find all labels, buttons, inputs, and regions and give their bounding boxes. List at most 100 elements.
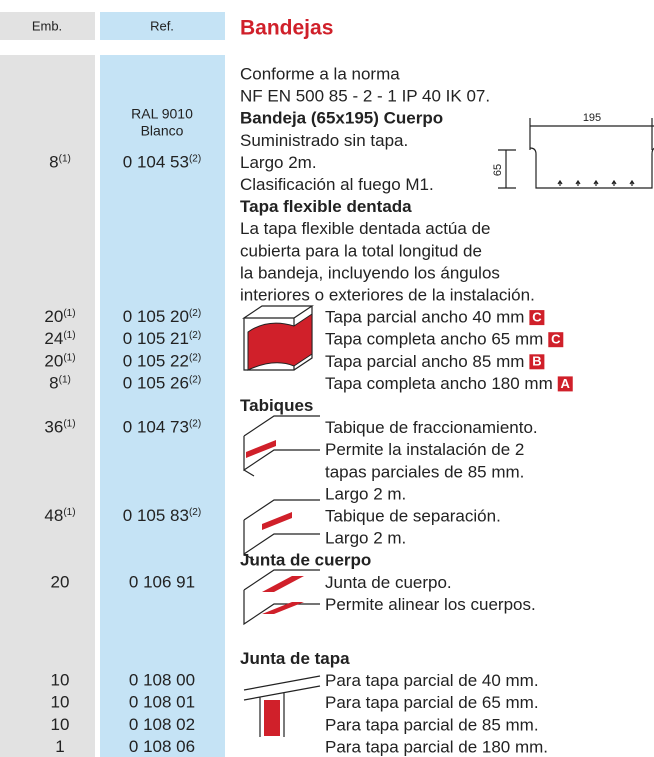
ref-column <box>100 55 225 757</box>
emb: 8(1) <box>49 374 71 393</box>
emb: 20 <box>51 573 70 592</box>
ref: 0 108 06 <box>129 737 195 756</box>
ref-note: (2) <box>189 418 201 429</box>
section-line: Tabique de separación. <box>325 506 501 525</box>
ref-value: 0 108 01 <box>129 693 195 712</box>
ref-value: 0 104 53 <box>123 153 189 172</box>
tabique-diagram-2 <box>243 499 320 561</box>
section-line: Permite la instalación de 2 <box>325 440 524 459</box>
emb-value: 10 <box>51 715 70 734</box>
section-title: Junta de tapa <box>240 649 350 668</box>
ref: 0 105 22(2) <box>123 352 201 371</box>
ref-value: 0 105 21 <box>123 330 189 349</box>
ref-value: 0 105 20 <box>123 308 189 327</box>
tabique-diagram-1 <box>243 415 320 477</box>
emb: 1 <box>55 737 64 756</box>
emb-value: 20 <box>44 352 63 371</box>
section-title: Junta de cuerpo <box>240 551 371 570</box>
emb-value: 8 <box>49 153 58 172</box>
emb: 10 <box>51 715 70 734</box>
dim-height: 65 <box>492 164 504 176</box>
ref-value: 0 108 00 <box>129 671 195 690</box>
ref: 0 105 83(2) <box>123 506 201 525</box>
ref-value: 0 108 02 <box>129 715 195 734</box>
section-line: tapas parciales de 85 mm. <box>325 462 524 481</box>
junta-cuerpo-diagram <box>243 569 320 626</box>
item-text: Para tapa parcial de 40 mm. <box>325 671 539 690</box>
ref-value: 0 105 22 <box>123 352 189 371</box>
ref: 0 105 20(2) <box>123 308 201 327</box>
ref-note: (2) <box>189 352 201 363</box>
badge: C <box>551 332 561 347</box>
ref-note: (2) <box>189 330 201 341</box>
badge-bg <box>557 376 573 392</box>
dim-width: 195 <box>583 112 601 124</box>
emb-column <box>0 55 95 757</box>
section-line: Junta de cuerpo. <box>325 573 452 592</box>
section-title: Tapa flexible dentada <box>240 197 412 216</box>
emb: 36(1) <box>44 418 75 437</box>
section-line: Largo 2m. <box>240 153 317 172</box>
emb-value: 8 <box>49 374 58 393</box>
section-line: Suministrado sin tapa. <box>240 131 408 150</box>
badge: B <box>532 354 541 369</box>
emb-note: (1) <box>59 153 71 164</box>
item-text: Para tapa parcial de 65 mm. <box>325 693 539 712</box>
section-line: Largo 2 m. <box>325 484 406 503</box>
color-name: Blanco <box>141 123 184 139</box>
emb-value: 36 <box>44 418 63 437</box>
section-line: Largo 2 m. <box>325 529 406 548</box>
ref-note: (2) <box>189 507 201 518</box>
ref: 0 108 02 <box>129 715 195 734</box>
ref-header: Ref. <box>150 18 174 33</box>
junta-tapa-diagram <box>243 675 321 737</box>
ref: 0 104 73(2) <box>123 418 201 437</box>
emb-value: 48 <box>44 506 63 525</box>
section-line: La tapa flexible dentada actúa de <box>240 219 490 238</box>
emb-value: 10 <box>51 671 70 690</box>
section-title: Tabiques <box>240 396 313 415</box>
emb-note: (1) <box>63 418 75 429</box>
ref-value: 0 108 06 <box>129 737 195 756</box>
emb-header-bg <box>0 12 95 40</box>
ref: 0 105 26(2) <box>123 374 201 393</box>
tapa-diagram <box>242 305 314 371</box>
emb-value: 1 <box>55 737 64 756</box>
item-text: Tapa completa ancho 65 mm <box>325 330 543 349</box>
ref-value: 0 105 26 <box>123 374 189 393</box>
item-text: Tapa parcial ancho 85 mm <box>325 352 524 371</box>
badge-bg <box>529 310 545 326</box>
emb: 20(1) <box>44 352 75 371</box>
section-title: Bandeja (65x195) Cuerpo <box>240 109 443 128</box>
color-code: RAL 9010 <box>131 106 193 122</box>
item-text: Para tapa parcial de 85 mm. <box>325 715 539 734</box>
emb-note: (1) <box>63 352 75 363</box>
ref: 0 108 01 <box>129 693 195 712</box>
section-line: Permite alinear los cuerpos. <box>325 595 536 614</box>
badge: C <box>532 310 542 325</box>
bandeja-diagram: 195 65 <box>492 112 654 189</box>
badge-bg <box>548 332 564 348</box>
emb-note: (1) <box>63 308 75 319</box>
section-line: la bandeja, incluyendo los ángulos <box>240 263 500 282</box>
ref: 0 104 53(2) <box>123 153 201 172</box>
badge-bg <box>529 354 545 370</box>
emb-note: (1) <box>63 330 75 341</box>
emb-header: Emb. <box>32 18 62 33</box>
ref: 0 108 00 <box>129 671 195 690</box>
ref-value: 0 105 83 <box>123 506 189 525</box>
ref-value: 0 104 73 <box>123 418 189 437</box>
item-text: Tapa parcial ancho 40 mm <box>325 308 524 327</box>
section-line: Tabique de fraccionamiento. <box>325 418 538 437</box>
item-text: Para tapa parcial de 180 mm. <box>325 737 548 756</box>
ref-note: (2) <box>189 153 201 164</box>
ref-value: 0 106 91 <box>129 573 195 592</box>
emb: 48(1) <box>44 506 75 525</box>
intro-line: Conforme a la norma <box>240 64 400 83</box>
emb-value: 20 <box>44 308 63 327</box>
emb-note: (1) <box>63 507 75 518</box>
ref: 0 105 21(2) <box>123 330 201 349</box>
item-text: Tapa completa ancho 180 mm <box>325 374 553 393</box>
emb-value: 10 <box>51 693 70 712</box>
